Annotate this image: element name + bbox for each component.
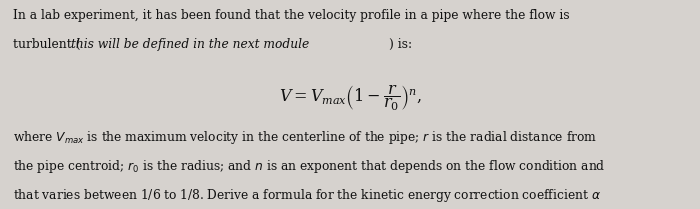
- Text: In a lab experiment, it has been found that the velocity profile in a pipe where: In a lab experiment, it has been found t…: [13, 9, 569, 22]
- Text: $V = V_{max}\left(1 - \dfrac{r}{r_0}\right)^n,$: $V = V_{max}\left(1 - \dfrac{r}{r_0}\rig…: [279, 84, 421, 113]
- Text: the pipe centroid; $r_0$ is the radius; and $n$ is an exponent that depends on t: the pipe centroid; $r_0$ is the radius; …: [13, 158, 605, 175]
- Text: turbulent (: turbulent (: [13, 38, 80, 51]
- Text: that varies between 1/6 to 1/8. Derive a formula for the kinetic energy correcti: that varies between 1/6 to 1/8. Derive a…: [13, 187, 601, 204]
- Text: ) is:: ) is:: [389, 38, 412, 51]
- Text: this will be defined in the next module: this will be defined in the next module: [71, 38, 309, 51]
- Text: where $V_{max}$ is the maximum velocity in the centerline of the pipe; $r$ is th: where $V_{max}$ is the maximum velocity …: [13, 129, 597, 145]
